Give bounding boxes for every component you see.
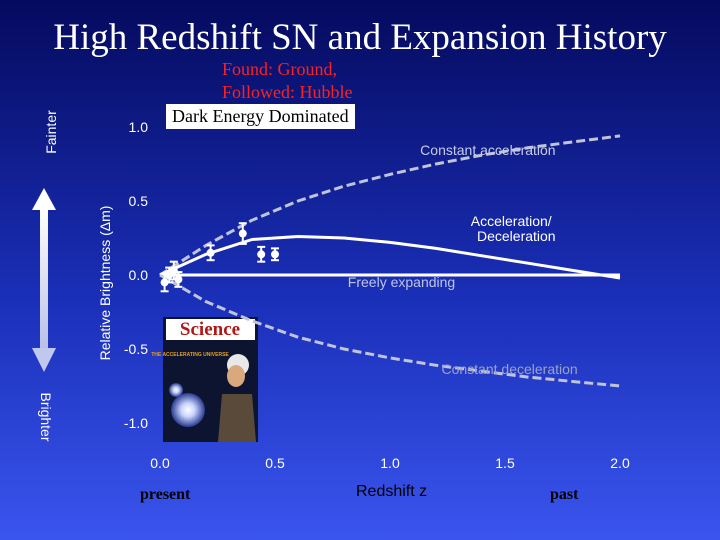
einstein-body-icon (218, 394, 256, 442)
x-tick-labels: 0.0 0.5 1.0 1.5 2.0 (150, 455, 630, 471)
found-followed-note: Found: Ground, Followed: Hubble (222, 58, 402, 104)
found-note-line-1: Found: Ground, (222, 59, 338, 79)
data-point (238, 222, 247, 245)
annotation-constant-deceleration: Constant deceleration (441, 361, 577, 377)
supernova-data-points (160, 222, 279, 293)
data-point-marker (238, 229, 247, 238)
brightness-arrow (32, 188, 56, 372)
page-title: High Redshift SN and Expansion History (53, 17, 667, 58)
y-tick-label: 0.5 (129, 193, 149, 209)
present-label: present (140, 486, 191, 503)
y-tick-label: -0.5 (124, 341, 148, 357)
curve-annotations: Constant acceleration Acceleration/ Dece… (348, 142, 578, 377)
y-tick-label: 0.0 (129, 267, 149, 283)
galaxy-small-icon (169, 383, 183, 397)
model-curves (159, 134, 621, 388)
y-tick-label: 1.0 (129, 119, 149, 135)
curve-acceleration-deceleration (159, 235, 621, 280)
annotation-acceleration-deceleration: Acceleration/ Deceleration (471, 213, 556, 244)
data-point-marker (271, 250, 279, 259)
data-point (174, 271, 183, 288)
x-tick-label: 0.0 (150, 455, 170, 471)
data-point-marker (160, 278, 169, 287)
legend-dark-energy: Dark Energy Dominated (166, 104, 355, 129)
y-tick-label: -1.0 (124, 415, 148, 431)
x-tick-label: 1.0 (380, 455, 400, 471)
science-magazine-cover: Science THE ACCELERATING UNIVERSE (151, 317, 258, 442)
past-label: past (550, 486, 579, 503)
y-tick-labels: 1.0 0.5 0.0 -0.5 -1.0 (124, 119, 148, 431)
galaxy-icon (171, 393, 205, 427)
data-point (206, 244, 215, 262)
annotation-acceleration-deceleration-line: Deceleration (477, 228, 556, 244)
science-logo: Science (180, 319, 240, 340)
x-axis-label: Redshift z (356, 483, 428, 500)
einstein-face-icon (227, 365, 245, 387)
annotation-constant-acceleration: Constant acceleration (420, 142, 555, 158)
data-point-marker (206, 248, 215, 257)
data-point-marker (169, 266, 178, 275)
annotation-acceleration-deceleration-line: Acceleration/ (471, 213, 552, 229)
data-point-marker (257, 250, 266, 259)
data-point (257, 245, 266, 263)
x-tick-label: 1.5 (495, 455, 515, 471)
found-note-line-2: Followed: Hubble (222, 82, 353, 102)
curve-constant-deceleration (159, 273, 621, 388)
data-point-marker (174, 275, 183, 284)
data-point (271, 247, 279, 262)
x-tick-label: 2.0 (610, 455, 630, 471)
curve-constant-acceleration (159, 134, 621, 277)
annotation-freely-expanding: Freely expanding (348, 274, 455, 290)
cover-text: THE ACCELERATING UNIVERSE (151, 352, 229, 358)
x-tick-label: 0.5 (265, 455, 285, 471)
